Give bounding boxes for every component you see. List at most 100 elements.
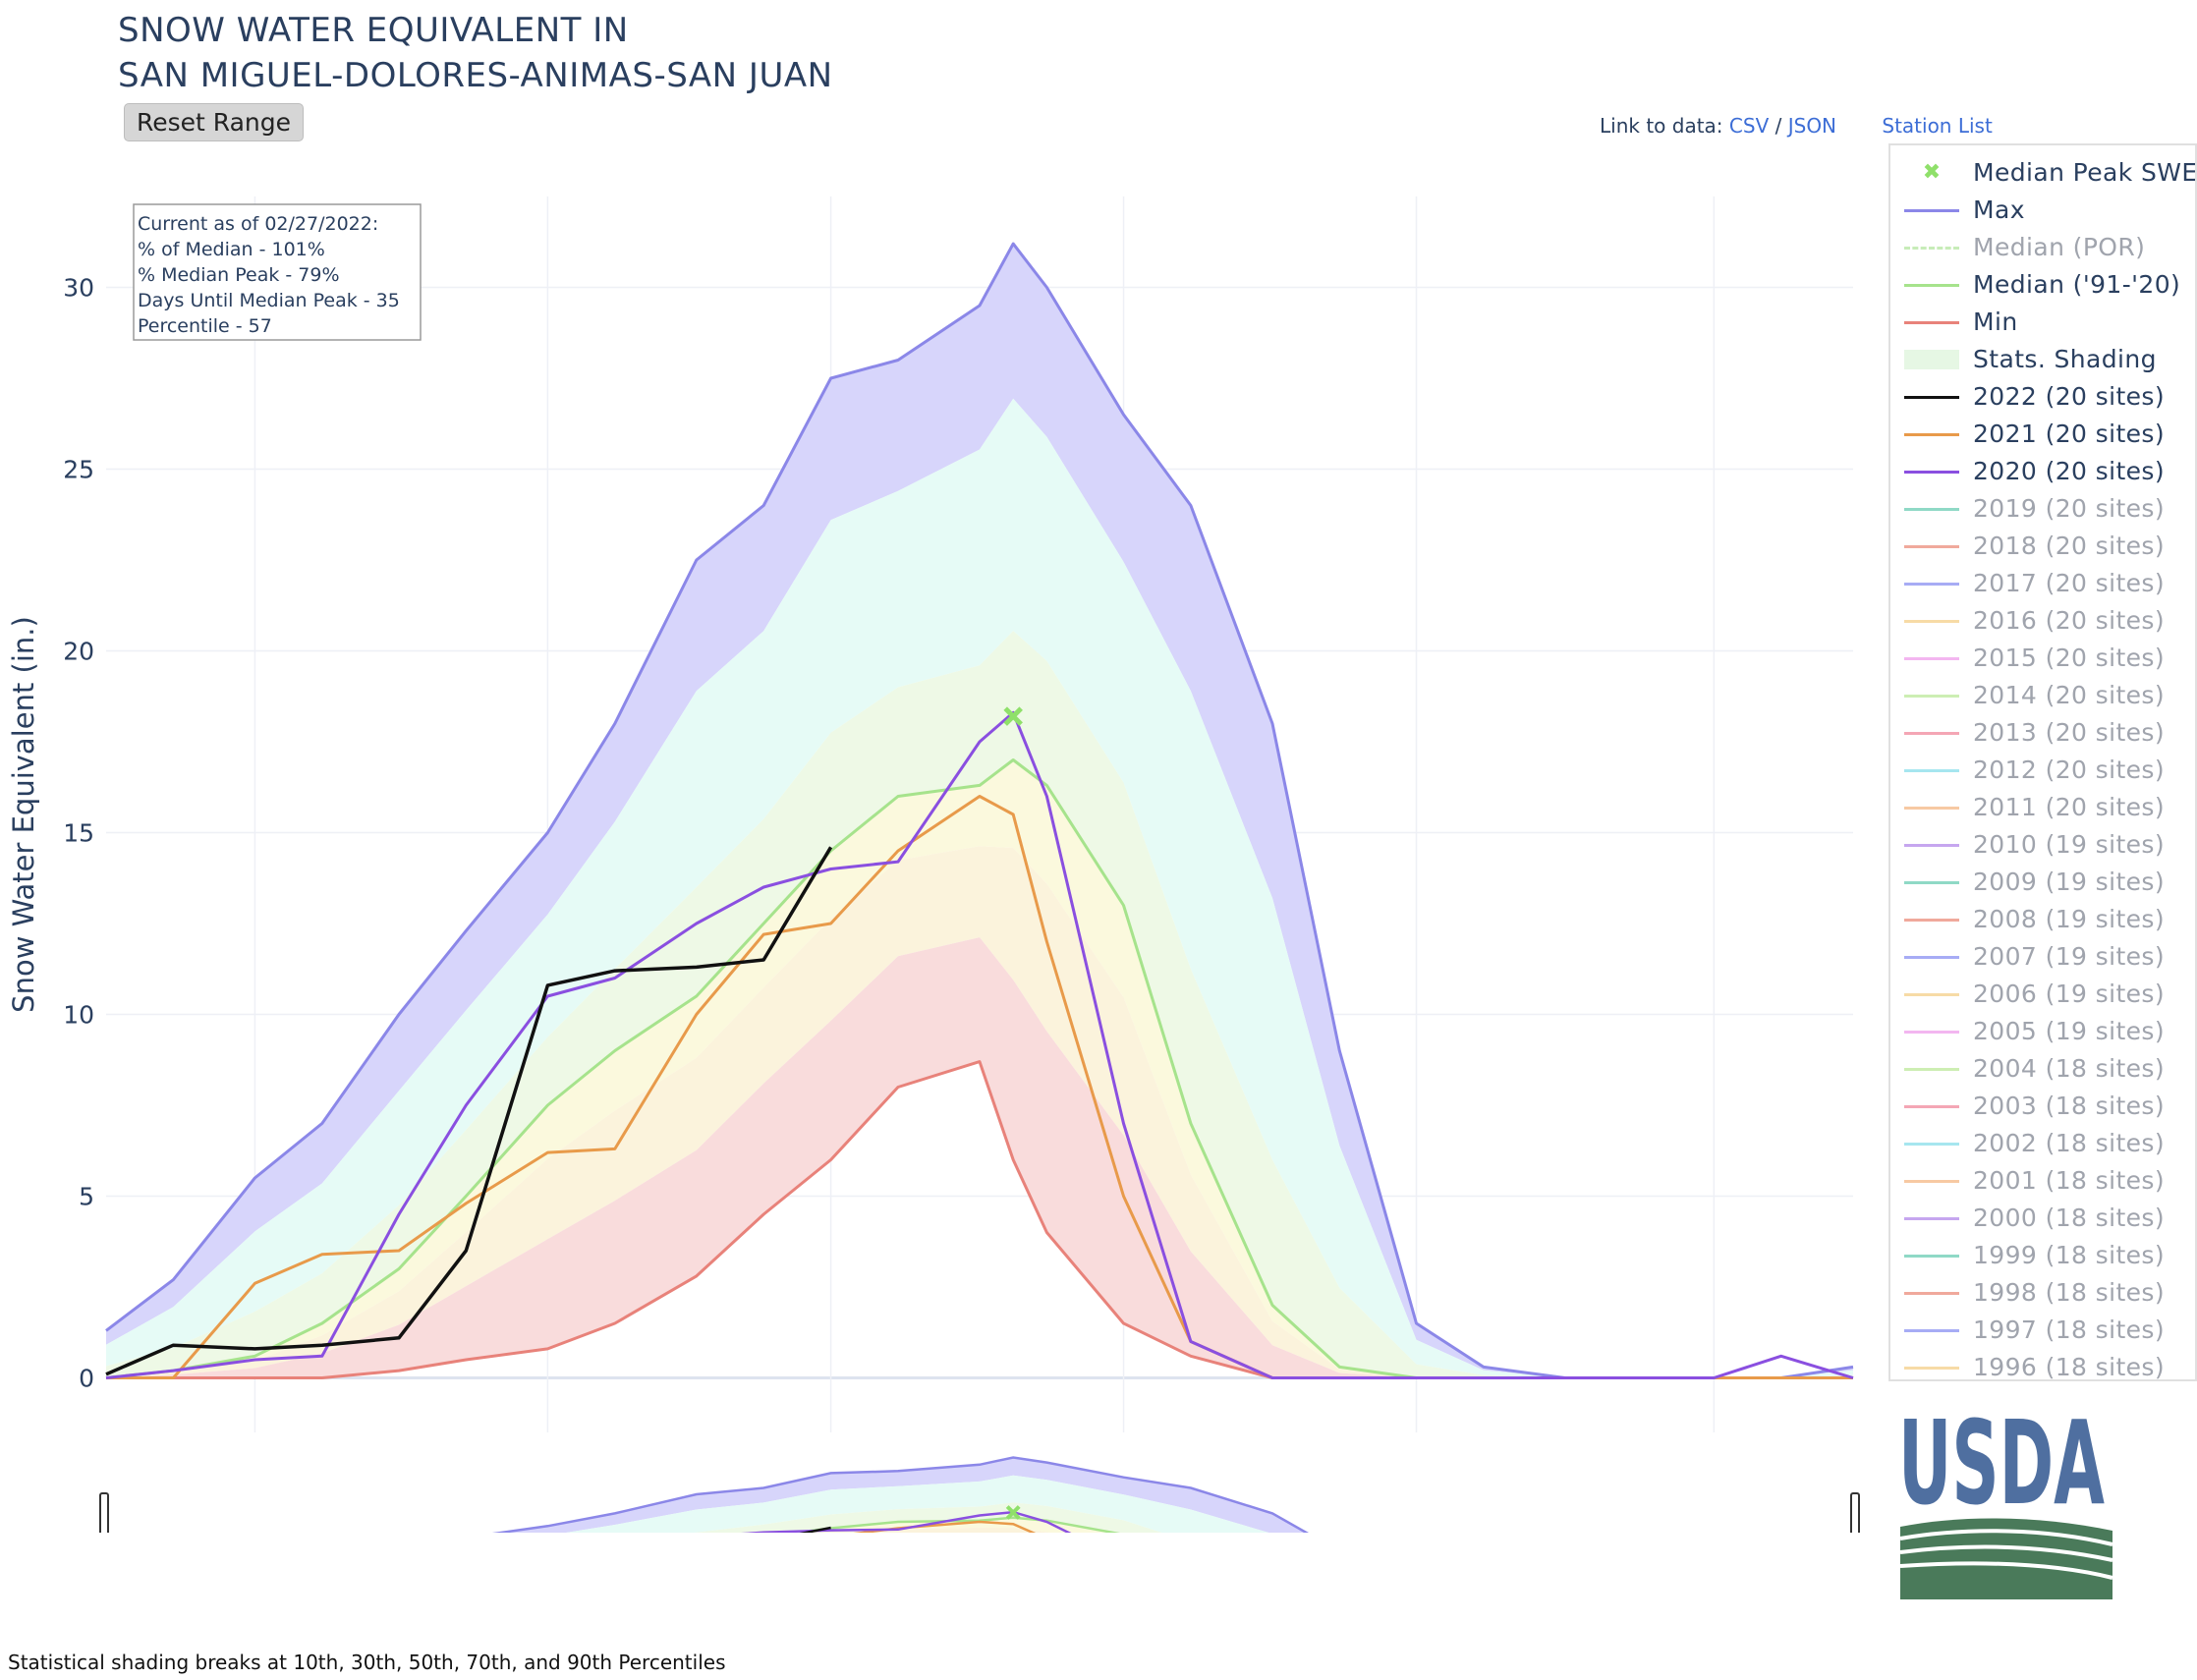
legend-label: 2014 (20 sites) (1973, 681, 2166, 709)
legend-item[interactable]: 2010 (19 sites) (1890, 827, 2195, 863)
range-slider-left-handle[interactable] (99, 1492, 109, 1533)
legend-item[interactable]: Median ('91-'20) (1890, 267, 2195, 303)
legend-item[interactable]: 2005 (19 sites) (1890, 1014, 2195, 1049)
legend-item[interactable]: 1999 (18 sites) (1890, 1238, 2195, 1273)
legend-label: Max (1973, 196, 2025, 224)
legend-item[interactable]: 2009 (19 sites) (1890, 865, 2195, 900)
legend-item[interactable]: Min (1890, 305, 2195, 340)
series-line-max[interactable] (105, 242, 1854, 1379)
legend-swatch (1904, 471, 1959, 474)
legend-swatch (1904, 620, 1959, 623)
legend-swatch (1904, 1180, 1959, 1183)
legend-item[interactable]: 2007 (19 sites) (1890, 939, 2195, 975)
legend-swatch (1904, 284, 1959, 287)
legend-swatch (1904, 1367, 1959, 1370)
slider-median-peak-marker (1005, 1505, 1021, 1520)
legend-swatch (1904, 396, 1959, 399)
legend-item[interactable]: Max (1890, 193, 2195, 228)
legend-item[interactable]: 2015 (20 sites) (1890, 641, 2195, 676)
reset-range-button[interactable]: Reset Range (124, 103, 305, 141)
legend-item[interactable]: 1998 (18 sites) (1890, 1275, 2195, 1311)
y-tick-label: 0 (79, 1365, 94, 1393)
slider-p10-p30-band (865, 1527, 1050, 1533)
legend-label: 2021 (20 sites) (1973, 420, 2166, 448)
legend-label: 2015 (20 sites) (1973, 644, 2166, 672)
legend-item[interactable]: 2018 (20 sites) (1890, 529, 2195, 564)
legend-swatch (1904, 1255, 1959, 1258)
legend-item[interactable]: 2000 (18 sites) (1890, 1201, 2195, 1236)
usda-logo-text: USDA (1898, 1405, 2105, 1531)
info-line3: % Median Peak - 79% (138, 264, 340, 286)
legend-label: Median ('91-'20) (1973, 270, 2181, 299)
legend-item[interactable]: 2021 (20 sites) (1890, 417, 2195, 452)
y-tick-label: 30 (63, 274, 94, 303)
legend-label: Median Peak SWE (1973, 158, 2197, 187)
info-line2: % of Median - 101% (138, 239, 325, 260)
legend-swatch (1904, 583, 1959, 586)
range-slider[interactable] (99, 1454, 1860, 1533)
legend-item[interactable]: 1996 (18 sites) (1890, 1350, 2195, 1379)
legend-item[interactable]: Stats. Shading (1890, 342, 2195, 377)
legend-swatch (1904, 508, 1959, 511)
legend-swatch (1904, 209, 1959, 212)
legend-swatch (1904, 881, 1959, 884)
min-band (106, 937, 1853, 1378)
json-link[interactable]: JSON (1787, 114, 1837, 138)
range-slider-right-handle[interactable] (1850, 1492, 1860, 1533)
data-links: Link to data: CSV / JSON Station List (1600, 114, 1993, 138)
legend-item[interactable]: 2003 (18 sites) (1890, 1089, 2195, 1124)
y-tick-label: 10 (63, 1001, 94, 1030)
legend-swatch (1904, 1329, 1959, 1332)
legend-label: 2002 (18 sites) (1973, 1129, 2166, 1157)
legend-swatch (1904, 769, 1959, 772)
series-line-2020-20-sites-[interactable] (105, 710, 1854, 1379)
slider-series-line-max (491, 1456, 1310, 1533)
series-line-2022-20-sites-[interactable] (105, 846, 833, 1376)
legend-swatch (1904, 1143, 1959, 1146)
legend-item[interactable]: 2012 (20 sites) (1890, 753, 2195, 788)
median-peak-marker[interactable] (1003, 706, 1023, 726)
info-box: Current as of 02/27/2022: % of Median - … (133, 203, 422, 341)
p50-p70-band (106, 631, 1853, 1378)
legend-label: Median (POR) (1973, 233, 2146, 261)
csv-link[interactable]: CSV (1728, 114, 1770, 138)
legend-item[interactable]: 2020 (20 sites) (1890, 454, 2195, 489)
chart-title-line1: SNOW WATER EQUIVALENT IN (118, 11, 629, 50)
legend-item[interactable]: 2004 (18 sites) (1890, 1051, 2195, 1087)
chart-title-line2: SAN MIGUEL-DOLORES-ANIMAS-SAN JUAN (118, 56, 833, 95)
usda-logo: USDA (1898, 1405, 2113, 1599)
y-tick-label: 15 (63, 819, 94, 848)
legend-label: 2016 (20 sites) (1973, 606, 2166, 635)
legend-item[interactable]: 2017 (20 sites) (1890, 566, 2195, 601)
legend-item[interactable]: 2006 (19 sites) (1890, 977, 2195, 1012)
legend-swatch (1904, 732, 1959, 735)
legend-item[interactable]: 2002 (18 sites) (1890, 1126, 2195, 1161)
legend-swatch (1904, 956, 1959, 959)
chart-legend: ✖ Median Peak SWE Max Median (POR) Median ('… (1888, 143, 2197, 1381)
legend-item[interactable]: 2014 (20 sites) (1890, 678, 2195, 713)
legend-item[interactable]: 2016 (20 sites) (1890, 603, 2195, 639)
legend-item[interactable]: 2008 (19 sites) (1890, 902, 2195, 937)
legend-label: 2001 (18 sites) (1973, 1166, 2166, 1195)
legend-label: 2013 (20 sites) (1973, 718, 2166, 747)
legend-item[interactable]: 2001 (18 sites) (1890, 1163, 2195, 1199)
legend-label: 2004 (18 sites) (1973, 1054, 2166, 1083)
legend-label: 1997 (18 sites) (1973, 1316, 2166, 1344)
station-list-link[interactable]: Station List (1882, 114, 1993, 138)
slider-series-line-median-91-20- (785, 1516, 1121, 1533)
legend-item[interactable]: 1997 (18 sites) (1890, 1313, 2195, 1348)
legend-item[interactable]: 2019 (20 sites) (1890, 491, 2195, 527)
p70-p90-band (106, 398, 1853, 1378)
legend-label: 2000 (18 sites) (1973, 1204, 2166, 1232)
slider-p70-p90-band (566, 1475, 1269, 1533)
legend-item[interactable]: Median (POR) (1890, 230, 2195, 265)
legend-item[interactable]: 2013 (20 sites) (1890, 715, 2195, 751)
legend-item[interactable]: 2022 (20 sites) (1890, 379, 2195, 415)
legend-label: 2009 (19 sites) (1973, 868, 2166, 896)
legend-label: 2012 (20 sites) (1973, 756, 2166, 784)
legend-label: 2019 (20 sites) (1973, 494, 2166, 523)
legend-item[interactable]: ✖ Median Peak SWE (1890, 155, 2195, 191)
legend-swatch (1904, 1217, 1959, 1220)
legend-item[interactable]: 2011 (20 sites) (1890, 790, 2195, 825)
swe-chart: 051015202530Nov 1Jan 1Mar 1May 1Jul 1Sep… (7, 196, 1860, 1533)
